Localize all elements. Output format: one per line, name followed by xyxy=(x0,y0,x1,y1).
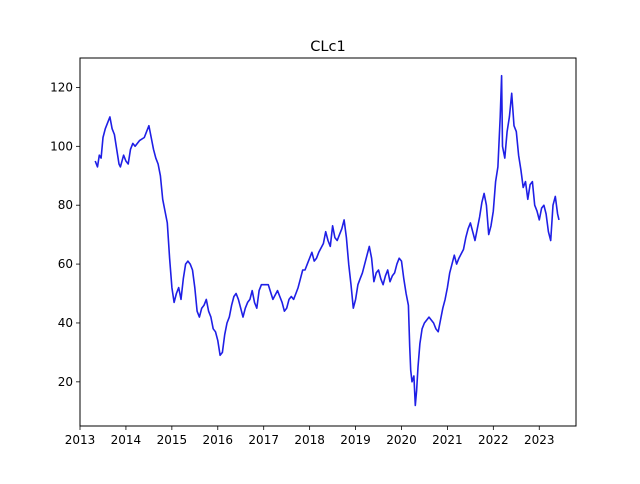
x-tick-label: 2017 xyxy=(248,433,279,447)
y-tick-label: 40 xyxy=(58,316,73,330)
y-tick-label: 60 xyxy=(58,257,73,271)
x-tick-label: 2014 xyxy=(111,433,142,447)
x-tick-label: 2021 xyxy=(432,433,463,447)
x-tick-label: 2013 xyxy=(65,433,96,447)
x-tick-label: 2023 xyxy=(524,433,555,447)
x-tick-label: 2019 xyxy=(340,433,371,447)
x-tick-label: 2016 xyxy=(203,433,234,447)
axis-ticks: 2013 2014 2015 2016 2017 2018 2019 2020 2021 2022… xyxy=(50,80,554,447)
y-tick-label: 120 xyxy=(50,80,73,94)
x-tick-label: 2015 xyxy=(157,433,188,447)
plot-frame xyxy=(79,57,577,427)
y-tick-label: 100 xyxy=(50,139,73,153)
series-layer xyxy=(94,74,560,407)
chart-title: CLc1 xyxy=(310,39,345,55)
y-tick-label: 20 xyxy=(58,375,73,389)
series-line-0 xyxy=(94,74,560,407)
y-tick-label: 80 xyxy=(58,198,73,212)
x-tick-label: 2018 xyxy=(294,433,325,447)
x-tick-label: 2020 xyxy=(386,433,417,447)
x-tick-label: 2022 xyxy=(478,433,509,447)
